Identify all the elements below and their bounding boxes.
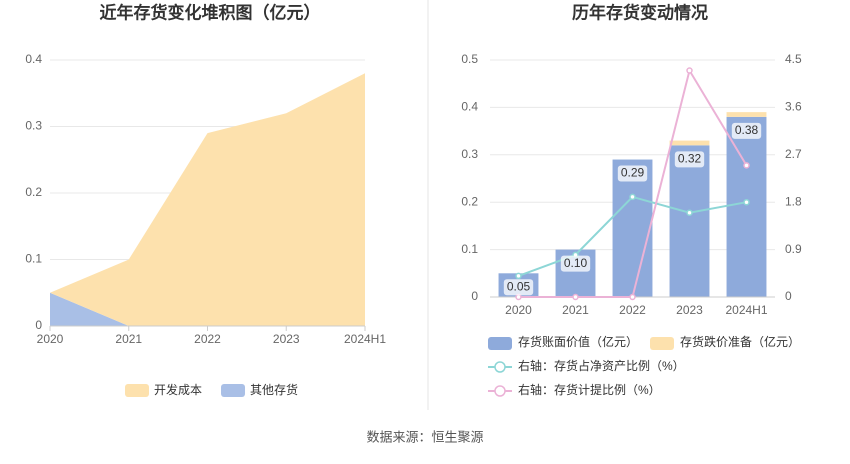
x-tick-label: 2021 <box>562 303 589 317</box>
data-label: 0.10 <box>564 256 588 270</box>
legend-label: 开发成本 <box>154 382 202 397</box>
marker <box>743 162 750 169</box>
legend-swatch <box>125 384 149 397</box>
marker <box>743 198 750 206</box>
x-tick-label: 2020 <box>37 332 64 346</box>
x-tick-label: 2024H1 <box>344 332 386 346</box>
area <box>50 292 365 326</box>
marker <box>572 293 579 301</box>
y-tick-label: 2.7 <box>785 147 802 161</box>
data-label: 0.05 <box>507 279 531 293</box>
y-tick-label: 0.3 <box>461 147 478 161</box>
data-label: 0.29 <box>621 166 645 180</box>
y-tick-label: 0 <box>785 289 792 303</box>
label-bg <box>560 255 591 272</box>
x-tick-label: 2022 <box>619 303 646 317</box>
label-bg <box>503 279 534 296</box>
y-tick-label: 0.2 <box>25 185 42 199</box>
data-label: 0.32 <box>678 151 702 165</box>
y-tick-label: 4.5 <box>785 52 802 66</box>
marker <box>686 209 693 216</box>
x-tick-label: 2023 <box>676 303 703 317</box>
legend-label: 存货跌价准备（亿元） <box>680 334 800 349</box>
x-tick-label: 2020 <box>505 303 532 317</box>
x-tick-label: 2022 <box>194 332 221 346</box>
bar <box>612 159 653 297</box>
x-tick-label: 2021 <box>115 332 142 346</box>
x-tick-label: 2023 <box>273 332 300 346</box>
y-tick-label: 0 <box>471 289 478 303</box>
legend-swatch <box>494 361 506 373</box>
legend-label: 右轴：存货占净资产比例（%） <box>518 358 685 373</box>
legend-swatch <box>221 384 246 397</box>
legend-swatch <box>494 385 506 397</box>
y-tick-label: 3.6 <box>785 100 802 114</box>
label-bg <box>617 165 648 182</box>
marker <box>515 272 522 280</box>
marker <box>629 193 636 201</box>
legend-label: 存货账面价值（亿元） <box>518 334 638 349</box>
bar <box>669 140 710 146</box>
y-tick-label: 0 <box>35 318 42 332</box>
y-tick-label: 1.8 <box>785 194 802 208</box>
y-tick-label: 0.9 <box>785 242 802 256</box>
bar <box>726 116 767 297</box>
legend-swatch <box>650 337 674 350</box>
x-tick-label: 2024H1 <box>725 303 767 317</box>
legend-label: 右轴：存货计提比例（%） <box>518 382 661 397</box>
y-tick-label: 0.4 <box>25 52 42 66</box>
y-tick-label: 0.2 <box>461 194 478 208</box>
bar <box>726 112 767 117</box>
chart-title: 历年存货变动情况 <box>572 2 708 22</box>
source: 数据来源：恒生聚源 <box>366 429 483 444</box>
label-bg <box>731 122 762 139</box>
legend-swatch <box>488 337 512 350</box>
legend-label: 其他存货 <box>250 382 298 397</box>
y-tick-label: 0.4 <box>461 100 478 114</box>
y-tick-label: 0.3 <box>25 119 42 133</box>
marker <box>686 67 693 74</box>
y-tick-label: 0.5 <box>461 52 478 66</box>
area <box>50 73 365 326</box>
data-label: 0.38 <box>735 123 759 137</box>
y-tick-label: 0.1 <box>461 242 478 256</box>
label-bg <box>674 151 705 168</box>
chart-title: 近年存货变化堆积图（亿元） <box>100 2 321 22</box>
y-tick-label: 0.1 <box>25 252 42 266</box>
marker <box>629 293 636 301</box>
bar <box>669 145 710 297</box>
